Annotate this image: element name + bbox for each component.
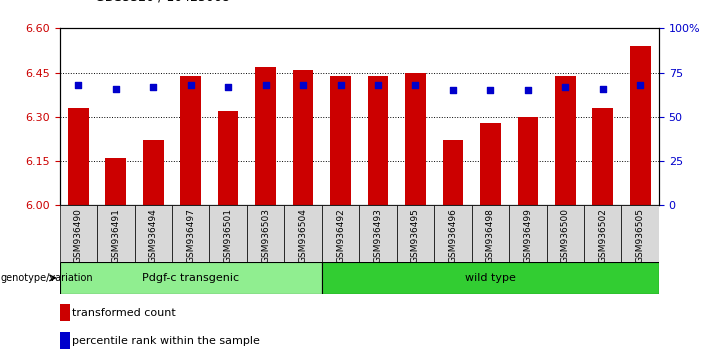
Bar xyxy=(210,205,247,262)
Text: GSM936499: GSM936499 xyxy=(524,208,532,263)
Bar xyxy=(218,111,238,205)
Bar xyxy=(472,205,509,262)
Point xyxy=(185,82,196,88)
Text: GSM936503: GSM936503 xyxy=(261,208,270,263)
Bar xyxy=(322,205,359,262)
Text: GSM936496: GSM936496 xyxy=(449,208,458,263)
Bar xyxy=(622,205,659,262)
Bar xyxy=(172,205,210,262)
Text: GSM936491: GSM936491 xyxy=(111,208,121,263)
Bar xyxy=(555,75,576,205)
Point xyxy=(522,87,533,93)
Bar xyxy=(68,108,88,205)
Bar xyxy=(368,75,388,205)
Point xyxy=(634,82,646,88)
Point xyxy=(485,87,496,93)
Bar xyxy=(135,205,172,262)
Bar xyxy=(397,205,434,262)
Bar xyxy=(247,205,285,262)
Text: GSM936505: GSM936505 xyxy=(636,208,645,263)
Text: GSM936492: GSM936492 xyxy=(336,208,345,263)
Bar xyxy=(517,117,538,205)
Bar xyxy=(547,205,584,262)
Bar xyxy=(330,75,350,205)
Bar xyxy=(60,205,97,262)
Text: wild type: wild type xyxy=(465,273,516,283)
Bar xyxy=(322,262,659,294)
Bar xyxy=(359,205,397,262)
Point xyxy=(222,84,233,90)
Text: GSM936498: GSM936498 xyxy=(486,208,495,263)
Bar xyxy=(442,141,463,205)
Text: GSM936490: GSM936490 xyxy=(74,208,83,263)
Text: GSM936493: GSM936493 xyxy=(374,208,383,263)
Text: GSM936504: GSM936504 xyxy=(299,208,308,263)
Text: Pdgf-c transgenic: Pdgf-c transgenic xyxy=(142,273,239,283)
Text: GSM936494: GSM936494 xyxy=(149,208,158,263)
Bar xyxy=(105,158,126,205)
Point xyxy=(372,82,383,88)
Bar xyxy=(509,205,547,262)
Text: GSM936501: GSM936501 xyxy=(224,208,233,263)
Point xyxy=(410,82,421,88)
Point xyxy=(148,84,159,90)
Bar xyxy=(584,205,622,262)
Text: GSM936502: GSM936502 xyxy=(598,208,607,263)
Text: GDS5320 / 10423068: GDS5320 / 10423068 xyxy=(95,0,229,4)
Bar xyxy=(434,205,472,262)
Text: transformed count: transformed count xyxy=(72,308,176,318)
Point xyxy=(110,86,121,91)
Bar xyxy=(60,262,322,294)
Point xyxy=(297,82,308,88)
Bar xyxy=(630,46,651,205)
Text: percentile rank within the sample: percentile rank within the sample xyxy=(72,336,260,346)
Text: genotype/variation: genotype/variation xyxy=(1,273,93,283)
Bar xyxy=(480,123,501,205)
Point xyxy=(335,82,346,88)
Point xyxy=(447,87,458,93)
Text: GSM936497: GSM936497 xyxy=(186,208,195,263)
Text: GSM936495: GSM936495 xyxy=(411,208,420,263)
Point xyxy=(73,82,84,88)
Bar xyxy=(285,205,322,262)
Point xyxy=(559,84,571,90)
Bar xyxy=(180,75,201,205)
Bar xyxy=(60,304,70,321)
Bar xyxy=(97,205,135,262)
Bar xyxy=(255,67,276,205)
Bar xyxy=(405,73,426,205)
Bar xyxy=(293,70,313,205)
Point xyxy=(597,86,608,91)
Bar xyxy=(592,108,613,205)
Point xyxy=(260,82,271,88)
Bar xyxy=(143,141,163,205)
Bar xyxy=(60,332,70,349)
Text: GSM936500: GSM936500 xyxy=(561,208,570,263)
